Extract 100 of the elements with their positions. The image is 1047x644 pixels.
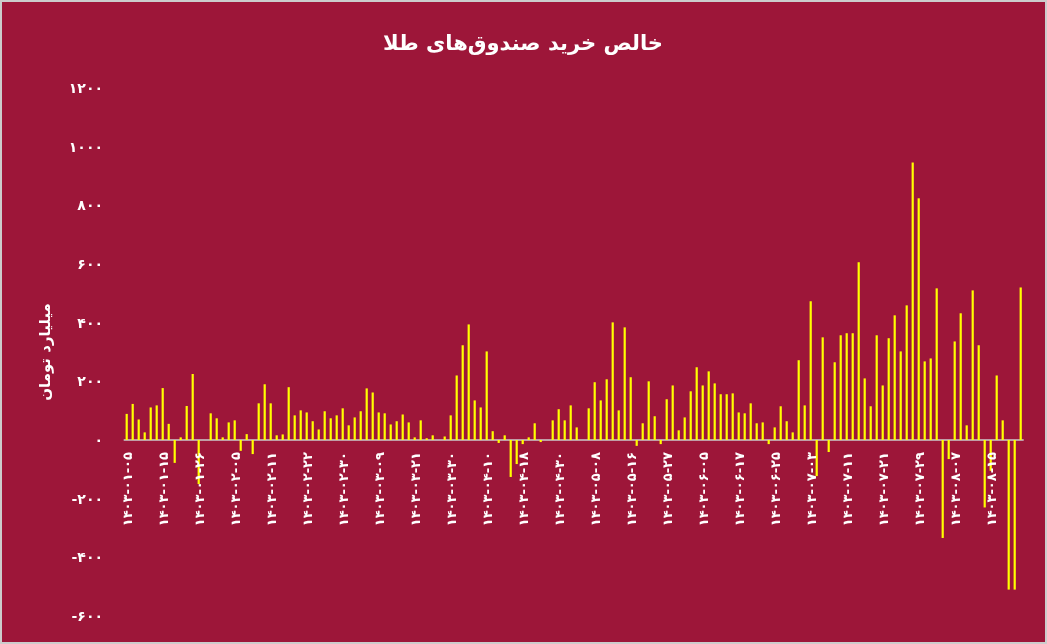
y-axis-title: میلیارد تومان xyxy=(36,303,54,401)
x-tick-label: ۱۴۰۳-۰۱-۰۵ xyxy=(119,451,135,527)
bar xyxy=(971,290,974,440)
bar xyxy=(755,423,758,440)
bar xyxy=(305,412,308,440)
bar xyxy=(701,385,704,440)
bar xyxy=(125,413,128,440)
y-tick-label: ۱۲۰۰ xyxy=(68,80,103,96)
bar xyxy=(389,424,392,440)
bar xyxy=(221,437,224,440)
bar xyxy=(599,400,602,440)
chart-title: خالص خرید صندوق‌های طلا xyxy=(383,31,663,55)
x-tick-label: ۱۴۰۳-۰۲-۱۱ xyxy=(263,452,279,527)
bar xyxy=(311,421,314,440)
bar xyxy=(995,375,998,440)
bar xyxy=(935,288,938,440)
bar xyxy=(983,440,986,508)
bar xyxy=(923,361,926,440)
bar xyxy=(809,301,812,440)
bar xyxy=(671,385,674,440)
bar xyxy=(743,413,746,440)
bar xyxy=(233,420,236,440)
bar xyxy=(497,440,500,443)
bar xyxy=(137,419,140,440)
bar xyxy=(803,405,806,440)
x-tick-label: ۱۴۰۳-۰۷-۲۱ xyxy=(875,452,891,527)
bar xyxy=(587,408,590,440)
bar xyxy=(401,414,404,440)
bar xyxy=(281,434,284,440)
y-tick-label: ۶۰۰ xyxy=(77,256,103,272)
bar xyxy=(953,341,956,440)
bar xyxy=(455,375,458,440)
bar xyxy=(293,415,296,440)
bar xyxy=(299,410,302,440)
bar xyxy=(257,403,260,440)
bar xyxy=(713,383,716,440)
bar xyxy=(467,324,470,440)
bar xyxy=(173,440,176,463)
bar xyxy=(605,379,608,440)
bar xyxy=(707,371,710,440)
bar xyxy=(245,434,248,440)
y-tick-label: -۴۰۰ xyxy=(71,549,103,566)
bar xyxy=(863,378,866,440)
bar xyxy=(329,418,332,440)
x-tick-label: ۱۴۰۳-۰۷-۲۹ xyxy=(911,451,927,527)
bar xyxy=(911,162,914,440)
bar xyxy=(875,335,878,440)
bar xyxy=(941,440,944,538)
bar xyxy=(965,425,968,440)
bar xyxy=(155,405,158,440)
bar xyxy=(683,417,686,440)
bar xyxy=(947,440,950,460)
bar xyxy=(839,335,842,440)
bar xyxy=(677,430,680,440)
bar xyxy=(887,338,890,440)
bar xyxy=(353,417,356,440)
bar xyxy=(695,367,698,440)
bar xyxy=(461,345,464,440)
bar xyxy=(335,415,338,440)
x-tick-label: ۱۴۰۳-۰۲-۲۲ xyxy=(299,451,315,527)
bar xyxy=(641,423,644,440)
bar xyxy=(791,432,794,440)
bar xyxy=(905,305,908,440)
x-tick-label: ۱۴۰۳-۰۶-۲۵ xyxy=(767,451,783,527)
bar xyxy=(899,351,902,440)
bar xyxy=(851,333,854,440)
bar xyxy=(269,403,272,440)
bar xyxy=(185,405,188,440)
bar xyxy=(635,440,638,446)
bar xyxy=(725,394,728,440)
bar xyxy=(251,440,254,455)
x-tick-label: ۱۴۰۳-۰۷-۰۳ xyxy=(803,451,819,527)
bar xyxy=(785,421,788,440)
bar xyxy=(149,407,152,440)
bar xyxy=(929,358,932,440)
bar xyxy=(449,415,452,440)
bar xyxy=(779,406,782,440)
bar xyxy=(749,403,752,440)
bar xyxy=(563,420,566,440)
x-tick-label: ۱۴۰۳-۰۸-۰۷ xyxy=(947,451,963,527)
bar xyxy=(653,416,656,440)
x-tick-label: ۱۴۰۳-۰۸-۱۵ xyxy=(983,451,999,527)
bar xyxy=(395,421,398,440)
bar xyxy=(443,436,446,440)
bar xyxy=(857,262,860,440)
bar xyxy=(485,351,488,440)
bar xyxy=(239,440,242,451)
bar xyxy=(515,440,518,465)
x-tick-label: ۱۴۰۳-۰۴-۳۰ xyxy=(551,452,567,527)
bar xyxy=(1001,420,1004,440)
y-tick-label: ۱۰۰۰ xyxy=(68,138,103,155)
bar xyxy=(179,437,182,440)
bar xyxy=(383,413,386,440)
bar xyxy=(317,429,320,440)
bar xyxy=(215,418,218,440)
x-tick-label: ۱۴۰۳-۰۱-۲۶ xyxy=(191,452,207,527)
x-tick-label: ۱۴۰۳-۰۱-۱۵ xyxy=(155,451,171,527)
bar xyxy=(557,409,560,440)
bar xyxy=(191,374,194,440)
x-tick-label: ۱۴۰۳-۰۶-۱۷ xyxy=(731,451,747,527)
